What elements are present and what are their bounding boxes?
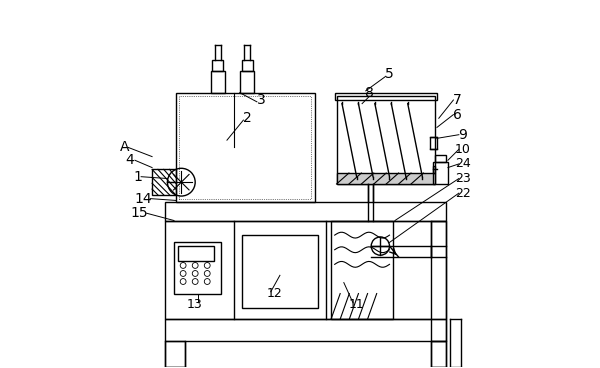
Text: 2: 2 (242, 111, 251, 125)
Text: 9: 9 (458, 128, 467, 142)
Bar (165, 341, 185, 367)
Bar (337, 96, 435, 184)
Text: 11: 11 (349, 298, 364, 311)
Text: 8: 8 (365, 86, 374, 100)
Text: 22: 22 (455, 187, 470, 199)
Bar (435, 155, 446, 162)
Bar (179, 96, 311, 199)
Text: 4: 4 (126, 153, 134, 167)
Bar (212, 60, 223, 71)
Text: 3: 3 (257, 93, 266, 107)
Text: 15: 15 (130, 206, 148, 220)
Text: 1: 1 (133, 170, 142, 184)
Bar (433, 162, 448, 184)
Bar (431, 341, 446, 367)
Text: 6: 6 (452, 107, 461, 121)
Text: 24: 24 (455, 158, 470, 170)
Bar (430, 137, 437, 149)
Text: 5: 5 (385, 67, 394, 81)
Bar (431, 220, 446, 341)
Text: 10: 10 (455, 143, 470, 156)
Text: A: A (120, 141, 130, 155)
Text: 14: 14 (134, 192, 152, 206)
Bar (165, 319, 446, 341)
Bar (165, 220, 446, 319)
Bar (242, 235, 318, 308)
Bar (178, 246, 214, 261)
Text: 23: 23 (455, 172, 470, 185)
Bar (240, 71, 254, 93)
Text: 12: 12 (266, 287, 283, 300)
Bar (242, 60, 253, 71)
Text: 7: 7 (452, 93, 461, 107)
Bar (331, 220, 393, 319)
Bar (211, 71, 225, 93)
Bar (337, 173, 435, 184)
Bar (165, 202, 446, 220)
Bar (174, 243, 221, 294)
Bar (176, 93, 314, 202)
Bar (335, 93, 437, 100)
Bar (152, 169, 176, 195)
Text: 13: 13 (186, 298, 202, 311)
Bar (433, 166, 435, 173)
